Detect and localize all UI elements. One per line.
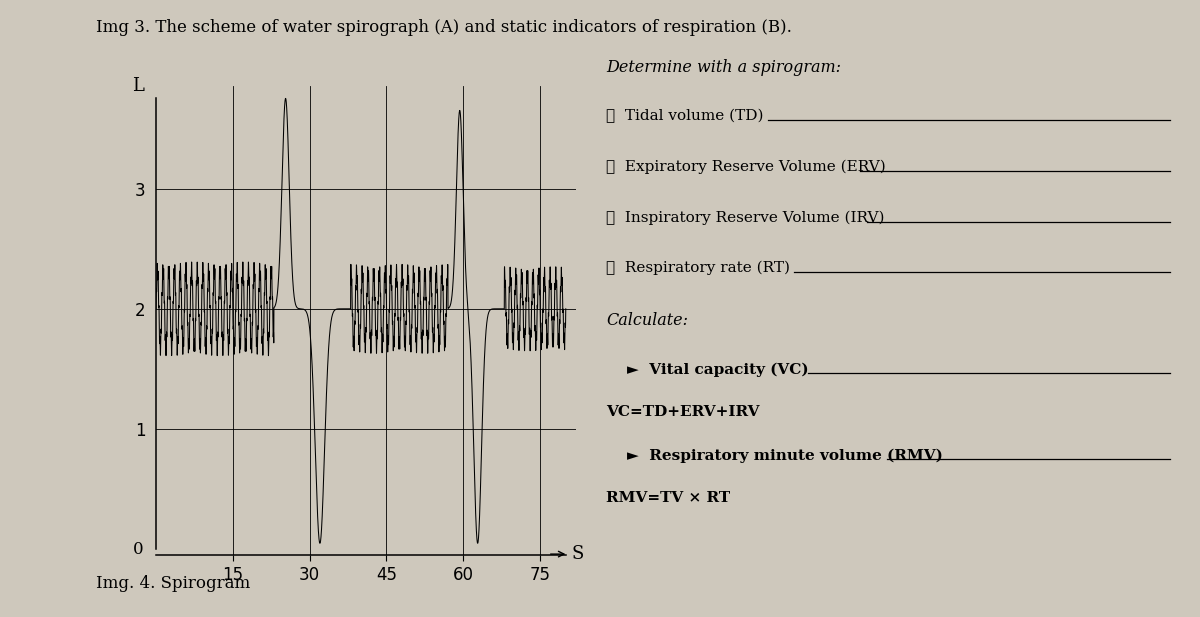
Text: RMV=TV × RT: RMV=TV × RT [606, 491, 730, 505]
Text: ✓  Respiratory rate (RT): ✓ Respiratory rate (RT) [606, 261, 790, 275]
Text: Img 3. The scheme of water spirograph (A) and static indicators of respiration (: Img 3. The scheme of water spirograph (A… [96, 19, 792, 36]
Text: Calculate:: Calculate: [606, 312, 688, 329]
Text: VC=TD+ERV+IRV: VC=TD+ERV+IRV [606, 405, 760, 419]
Text: L: L [132, 77, 144, 95]
Text: ✓  Inspiratory Reserve Volume (IRV): ✓ Inspiratory Reserve Volume (IRV) [606, 210, 884, 225]
Text: S: S [572, 545, 584, 563]
Text: ✓  Tidal volume (TD): ✓ Tidal volume (TD) [606, 109, 763, 123]
Text: Img. 4. Spirogram: Img. 4. Spirogram [96, 575, 251, 592]
Text: ►  Respiratory minute volume (RMV): ► Respiratory minute volume (RMV) [606, 448, 943, 463]
Text: ✓  Expiratory Reserve Volume (ERV): ✓ Expiratory Reserve Volume (ERV) [606, 160, 886, 174]
Text: ►  Vital capacity (VC): ► Vital capacity (VC) [606, 362, 809, 376]
Text: 0: 0 [133, 540, 143, 558]
Text: Determine with a spirogram:: Determine with a spirogram: [606, 59, 841, 76]
